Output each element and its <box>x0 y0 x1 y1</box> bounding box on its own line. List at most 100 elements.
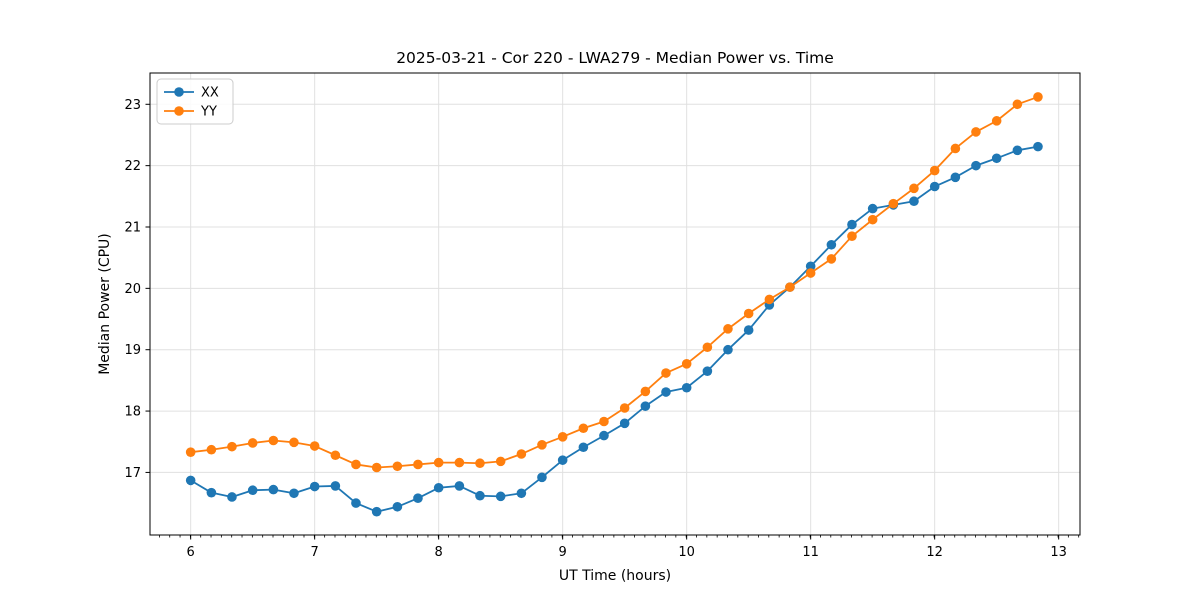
data-series <box>185 92 1043 517</box>
data-point-YY <box>723 324 733 334</box>
data-point-YY <box>991 116 1002 126</box>
x-axis-label: UT Time (hours) <box>559 568 671 584</box>
x-tick-label: 8 <box>435 545 443 560</box>
data-point-YY <box>785 282 795 292</box>
data-point-XX <box>330 481 341 491</box>
data-point-XX <box>289 488 299 499</box>
data-point-XX <box>475 490 485 501</box>
data-point-YY <box>743 308 754 319</box>
data-point-XX <box>1012 145 1023 156</box>
data-point-XX <box>929 181 940 192</box>
data-point-YY <box>289 437 299 448</box>
data-point-YY <box>661 368 671 378</box>
data-point-YY <box>681 359 692 369</box>
data-point-XX <box>640 401 651 411</box>
data-point-XX <box>413 493 423 503</box>
data-point-YY <box>330 450 341 461</box>
data-point-XX <box>392 501 403 512</box>
data-point-YY <box>247 438 258 448</box>
data-point-YY <box>371 462 382 473</box>
data-point-XX <box>495 491 506 502</box>
data-point-YY <box>392 461 403 472</box>
y-tick-label: 17 <box>124 466 141 481</box>
data-point-YY <box>578 423 589 434</box>
x-tick-label: 6 <box>187 545 195 560</box>
legend-entry-xx: XX <box>164 86 219 101</box>
x-tick-label: 12 <box>926 545 943 560</box>
data-point-YY <box>929 165 940 176</box>
x-tick-label: 7 <box>311 545 319 560</box>
data-point-XX <box>991 153 1002 164</box>
data-point-YY <box>764 294 775 305</box>
data-point-XX <box>185 475 196 486</box>
chart-title: 2025-03-21 - Cor 220 - LWA279 - Median P… <box>396 49 834 67</box>
data-point-XX <box>599 430 609 441</box>
data-point-XX <box>578 442 589 453</box>
data-point-XX <box>1033 141 1043 152</box>
data-point-XX <box>557 455 568 465</box>
y-tick-label: 23 <box>124 98 141 113</box>
data-point-XX <box>309 481 320 492</box>
data-point-YY <box>454 457 465 468</box>
data-point-XX <box>847 219 857 230</box>
legend-entry-yy: YY <box>164 105 217 120</box>
x-tick-label: 13 <box>1050 545 1067 560</box>
data-point-XX <box>619 418 630 429</box>
data-point-XX <box>867 203 878 214</box>
data-point-YY <box>351 459 361 470</box>
y-tick-label: 21 <box>124 221 141 236</box>
y-tick-label: 19 <box>124 343 141 358</box>
data-point-YY <box>537 440 547 450</box>
data-point-YY <box>206 444 217 455</box>
data-point-YY <box>309 441 320 451</box>
legend-marker-xx <box>174 87 184 97</box>
data-point-YY <box>1033 92 1043 102</box>
data-point-YY <box>495 456 506 467</box>
data-point-YY <box>619 403 630 413</box>
data-point-XX <box>805 261 816 272</box>
data-point-YY <box>702 342 713 353</box>
legend: XX YY <box>156 78 234 125</box>
data-point-YY <box>475 458 485 469</box>
legend-marker-yy <box>174 106 184 116</box>
data-point-YY <box>909 183 919 194</box>
data-point-XX <box>681 382 692 393</box>
data-point-XX <box>826 239 837 250</box>
data-point-XX <box>743 325 754 335</box>
data-point-YY <box>433 457 444 468</box>
data-point-YY <box>950 143 961 154</box>
data-point-YY <box>268 435 279 446</box>
data-point-YY <box>971 127 981 137</box>
data-point-XX <box>351 498 361 508</box>
data-point-YY <box>413 459 423 470</box>
series-YY-line <box>190 96 1039 469</box>
data-point-YY <box>185 447 196 457</box>
grid-lines <box>150 73 1080 535</box>
data-point-XX <box>723 344 733 355</box>
data-point-YY <box>826 254 837 264</box>
data-point-YY <box>557 432 568 442</box>
plot-area-border <box>149 72 1081 536</box>
data-point-XX <box>909 196 919 207</box>
data-point-XX <box>971 160 981 171</box>
data-point-XX <box>371 506 382 517</box>
data-point-XX <box>702 366 713 376</box>
data-point-XX <box>516 488 527 499</box>
y-tick-label: 20 <box>124 282 141 297</box>
data-point-YY <box>640 386 651 397</box>
data-point-XX <box>950 172 961 183</box>
data-point-YY <box>805 268 816 278</box>
tick-labels: 6 7 8 9 10 11 12 13 17 18 19 20 21 22 23 <box>124 98 1066 560</box>
x-tick-label: 9 <box>559 545 567 560</box>
legend-box <box>156 78 234 125</box>
legend-label-xx: XX <box>201 86 219 101</box>
data-point-YY <box>516 449 527 459</box>
data-point-XX <box>537 472 547 483</box>
data-point-YY <box>847 231 857 241</box>
data-point-YY <box>599 416 609 427</box>
data-point-XX <box>661 387 671 397</box>
data-point-XX <box>454 481 465 491</box>
x-tick-label: 11 <box>802 545 819 560</box>
data-point-XX <box>433 482 444 493</box>
legend-label-yy: YY <box>200 105 217 120</box>
